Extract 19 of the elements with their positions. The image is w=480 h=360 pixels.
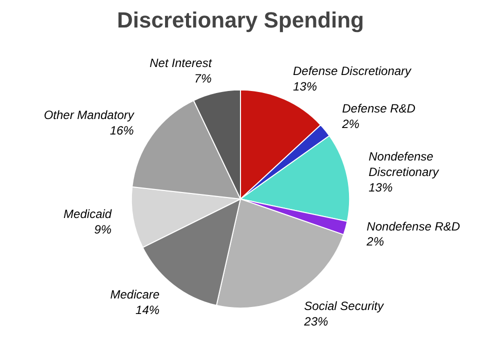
slice-label: Other Mandatory — [44, 108, 135, 122]
data-label: 16% — [110, 123, 134, 138]
chart-title: Discretionary Spending — [117, 8, 364, 32]
data-label: 2% — [341, 116, 360, 131]
data-label: 23% — [303, 314, 328, 329]
slice-label: Social Security — [304, 299, 385, 314]
slice-label: Defense R&D — [342, 101, 416, 116]
data-label: 9% — [94, 222, 112, 237]
slice-label: Nondefense Discretionary — [368, 150, 440, 180]
data-label: 2% — [366, 234, 384, 249]
data-label: 13% — [292, 79, 318, 94]
slice-label: Net Interest — [150, 56, 212, 70]
data-label: 14% — [136, 303, 160, 318]
slice-label: Medicare — [110, 288, 160, 302]
slice-label: Defense Discretionary — [292, 64, 412, 78]
slice-label: Nondefense R&D — [366, 219, 460, 234]
data-label: 7% — [194, 72, 212, 86]
data-label: 13% — [368, 180, 393, 194]
slice-label: Medicaid — [64, 207, 112, 222]
